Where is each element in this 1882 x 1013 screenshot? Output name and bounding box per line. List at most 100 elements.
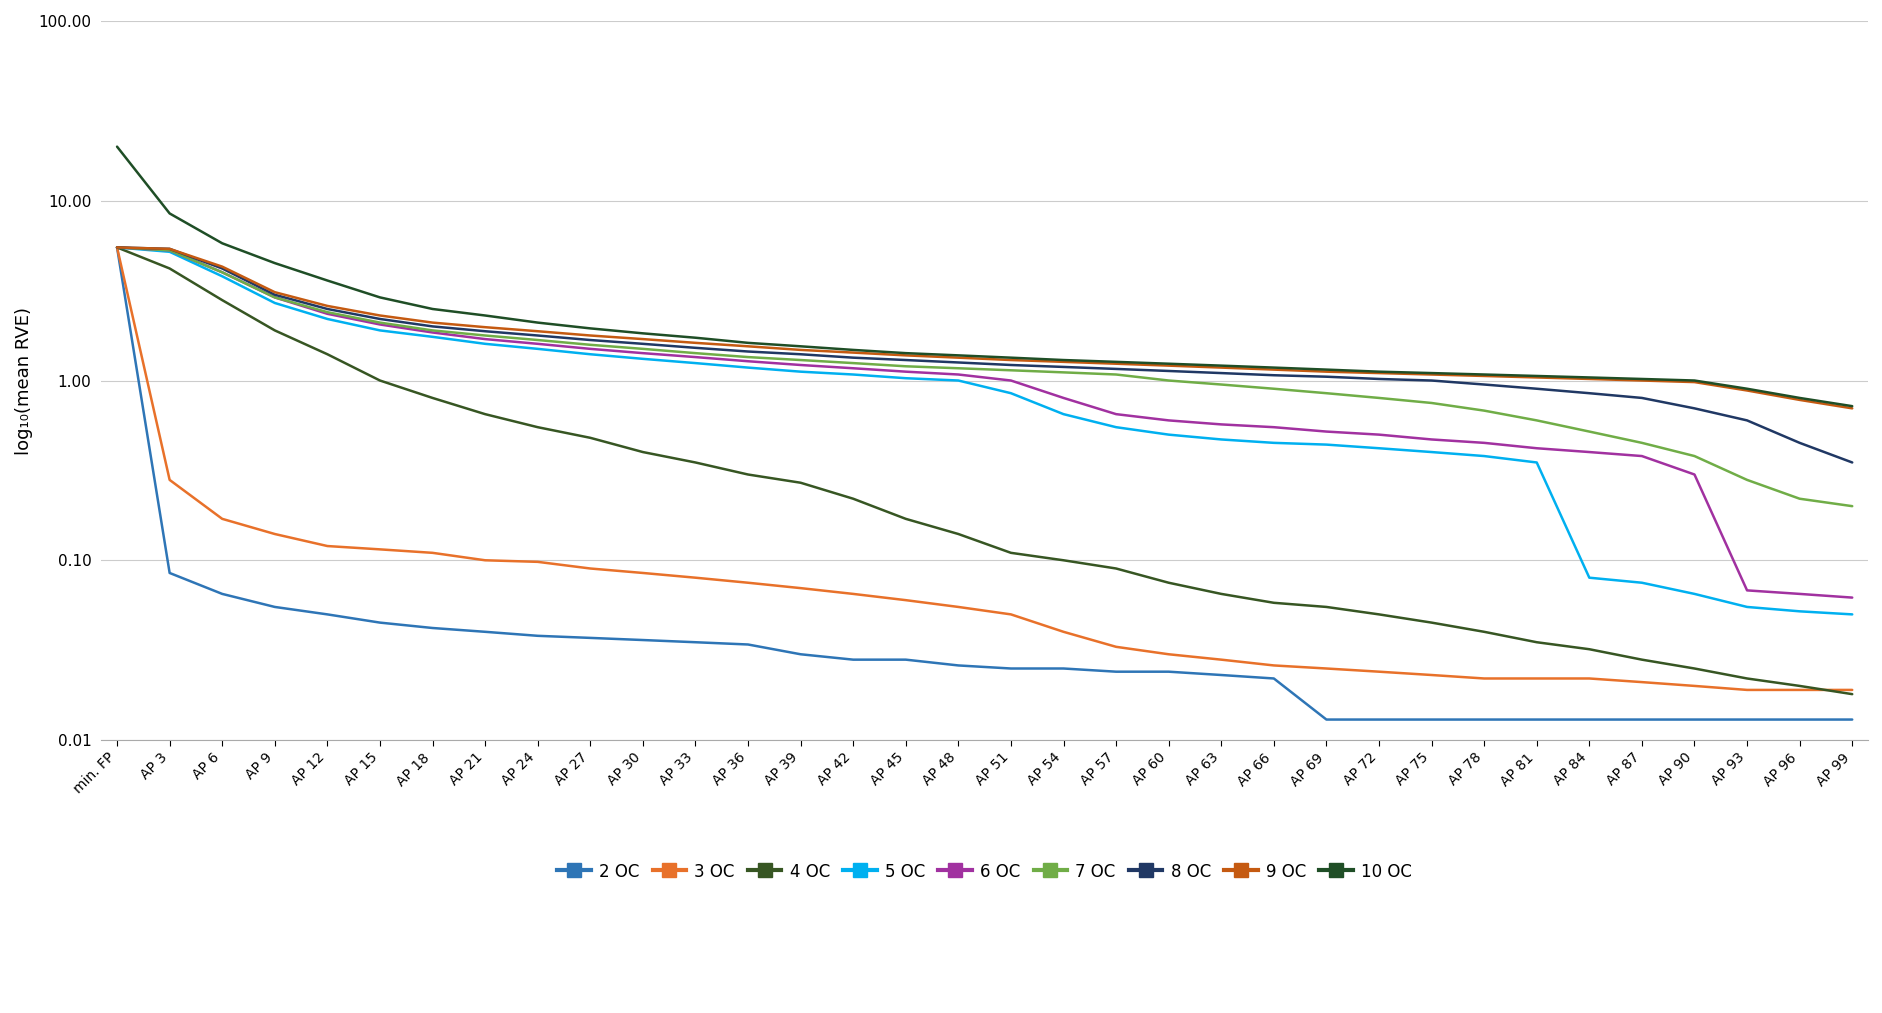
4 OC (1419, 617, 1442, 629)
5 OC (1577, 571, 1600, 583)
3 OC (630, 567, 653, 579)
6 OC (158, 244, 181, 256)
5 OC (1261, 437, 1284, 449)
6 OC (422, 326, 444, 338)
8 OC (1735, 414, 1758, 426)
10 OC (1788, 392, 1810, 404)
4 OC (947, 528, 969, 540)
4 OC (578, 432, 600, 444)
6 OC (1261, 421, 1284, 434)
5 OC (263, 297, 286, 309)
8 OC (683, 341, 706, 354)
8 OC (1210, 367, 1233, 379)
3 OC (947, 601, 969, 613)
4 OC (1524, 636, 1547, 648)
10 OC (1472, 369, 1494, 381)
8 OC (947, 357, 969, 369)
4 OC (211, 294, 233, 306)
2 OC (683, 636, 706, 648)
2 OC (1683, 713, 1705, 725)
10 OC (1419, 367, 1442, 379)
5 OC (841, 369, 864, 381)
10 OC (527, 316, 550, 328)
8 OC (1472, 379, 1494, 391)
9 OC (158, 243, 181, 255)
9 OC (1735, 384, 1758, 396)
3 OC (1314, 663, 1336, 675)
9 OC (369, 309, 391, 321)
2 OC (578, 632, 600, 644)
7 OC (158, 244, 181, 256)
9 OC (1472, 370, 1494, 382)
4 OC (263, 324, 286, 336)
4 OC (1472, 626, 1494, 638)
9 OC (736, 340, 758, 353)
7 OC (999, 365, 1022, 377)
3 OC (263, 528, 286, 540)
8 OC (841, 352, 864, 364)
4 OC (1841, 688, 1863, 700)
Line: 5 OC: 5 OC (117, 247, 1852, 615)
8 OC (1841, 457, 1863, 469)
5 OC (999, 387, 1022, 399)
10 OC (630, 327, 653, 339)
8 OC (474, 325, 497, 337)
10 OC (578, 322, 600, 334)
6 OC (1630, 450, 1652, 462)
5 OC (1419, 446, 1442, 458)
Line: 7 OC: 7 OC (117, 247, 1852, 506)
6 OC (105, 241, 128, 253)
9 OC (1261, 364, 1284, 376)
4 OC (105, 241, 128, 253)
6 OC (947, 369, 969, 381)
4 OC (1366, 609, 1389, 621)
3 OC (1052, 626, 1075, 638)
3 OC (316, 540, 339, 552)
2 OC (894, 653, 917, 666)
7 OC (1210, 379, 1233, 391)
9 OC (1314, 366, 1336, 378)
7 OC (527, 334, 550, 346)
9 OC (841, 346, 864, 359)
7 OC (474, 329, 497, 341)
3 OC (1157, 648, 1180, 660)
5 OC (1314, 439, 1336, 451)
4 OC (316, 348, 339, 361)
2 OC (789, 648, 811, 660)
6 OC (1524, 442, 1547, 454)
5 OC (211, 270, 233, 283)
4 OC (789, 477, 811, 489)
4 OC (369, 375, 391, 387)
8 OC (1577, 387, 1600, 399)
9 OC (422, 316, 444, 328)
10 OC (316, 275, 339, 287)
Line: 2 OC: 2 OC (117, 247, 1852, 719)
2 OC (1735, 713, 1758, 725)
2 OC (947, 659, 969, 672)
6 OC (683, 352, 706, 364)
2 OC (999, 663, 1022, 675)
9 OC (1105, 358, 1127, 370)
7 OC (1314, 387, 1336, 399)
8 OC (1419, 375, 1442, 387)
10 OC (1683, 375, 1705, 387)
3 OC (1735, 684, 1758, 696)
2 OC (1210, 669, 1233, 681)
2 OC (369, 617, 391, 629)
10 OC (158, 208, 181, 220)
4 OC (1210, 588, 1233, 600)
8 OC (316, 303, 339, 315)
5 OC (578, 348, 600, 361)
6 OC (1157, 414, 1180, 426)
9 OC (1630, 375, 1652, 387)
4 OC (736, 468, 758, 480)
5 OC (947, 375, 969, 387)
6 OC (316, 308, 339, 320)
5 OC (1157, 428, 1180, 441)
Line: 9 OC: 9 OC (117, 247, 1852, 408)
6 OC (1052, 392, 1075, 404)
7 OC (1788, 492, 1810, 504)
6 OC (1735, 585, 1758, 597)
5 OC (369, 324, 391, 336)
7 OC (211, 266, 233, 279)
